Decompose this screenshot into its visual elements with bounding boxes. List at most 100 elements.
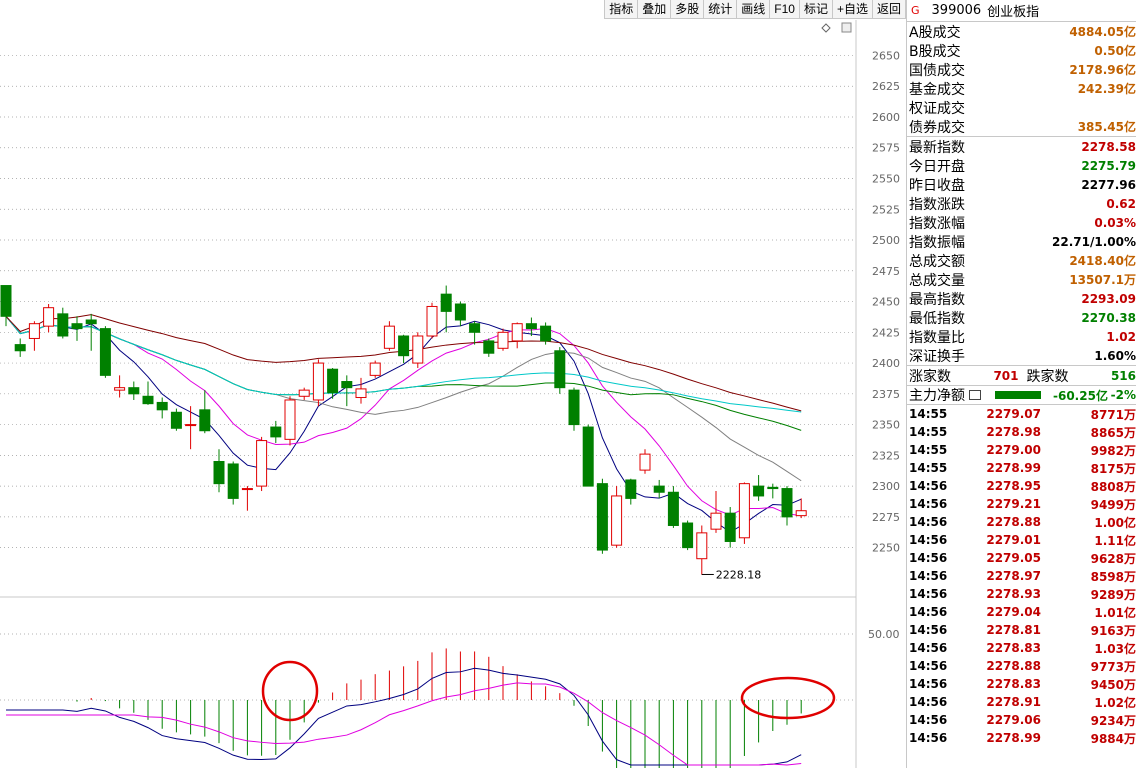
stat-row: 最新指数 2278.58	[907, 137, 1136, 156]
stat-label: 债券成交	[909, 119, 965, 136]
stat-label: 最低指数	[909, 310, 965, 327]
tick-price: 2279.07	[986, 407, 1041, 421]
candle-body	[199, 409, 211, 432]
tick-list[interactable]: 14:55 2279.07 8771万 14:55 2278.98 8865万 14:55 2…	[907, 405, 1136, 747]
tick-price: 2278.99	[986, 731, 1041, 745]
tick-row: 14:56 2279.06 9234万	[907, 711, 1136, 729]
tick-price: 2279.04	[986, 605, 1041, 619]
stat-row: 指数涨幅 0.03%	[907, 213, 1136, 232]
stat-row: 总成交额 2418.40亿	[907, 251, 1136, 270]
toolbar-button-2[interactable]: 多股	[671, 0, 705, 18]
toolbar-button-1[interactable]: 叠加	[638, 0, 672, 18]
main-net-flow-pct: -2%	[1110, 388, 1136, 402]
toolbar-button-7[interactable]: +自选	[833, 0, 873, 18]
tick-row: 14:56 2279.05 9628万	[907, 549, 1136, 567]
stat-row: 债券成交 385.45亿	[907, 117, 1136, 136]
tick-volume: 1.01亿	[1094, 605, 1136, 620]
candle-body	[71, 323, 83, 330]
stat-label: 指数量比	[909, 329, 965, 346]
tick-row: 14:56 2278.95 8808万	[907, 477, 1136, 495]
index-code: 399006	[931, 3, 982, 18]
y-tick-label: 2350	[872, 419, 900, 432]
toolbar-button-8[interactable]: 返回	[873, 0, 906, 18]
candle-body	[185, 424, 197, 427]
menu-icon[interactable]	[969, 390, 981, 400]
candle-body	[114, 387, 126, 391]
toolbar-button-3[interactable]: 统计	[704, 0, 738, 18]
tick-row: 14:55 2278.98 8865万	[907, 423, 1136, 441]
dif-line	[6, 667, 802, 766]
candle-body	[440, 293, 452, 312]
candle-body	[170, 411, 182, 429]
turnover-section: A股成交 4884.05亿 B股成交 0.50亿 国债成交 2178.96亿 基金成交 242…	[907, 22, 1136, 136]
y-tick-label: 2300	[872, 480, 900, 493]
quote-section: 最新指数 2278.58 今日开盘 2275.79 昨日收盘 2277.96 指数涨跌 0.6…	[907, 136, 1136, 365]
stat-row: 指数涨跌 0.62	[907, 194, 1136, 213]
tick-volume: 9450万	[1090, 677, 1136, 692]
tick-time: 14:55	[909, 407, 948, 421]
kline-chart-area[interactable]: 2650 2625 2600 2575 2550 2525 2500 2475 2450 2425…	[0, 0, 906, 768]
toolbar-button-6[interactable]: 标记	[800, 0, 833, 18]
stat-value: 0.03%	[1094, 215, 1136, 230]
candle-body	[639, 453, 651, 471]
candle-body	[454, 303, 466, 321]
tick-volume: 1.02亿	[1094, 695, 1136, 710]
candle-body	[142, 395, 154, 405]
highlight-ellipse	[740, 676, 836, 720]
candle-body	[270, 426, 282, 438]
tick-row: 14:55 2279.07 8771万	[907, 405, 1136, 423]
stat-value: 385.45亿	[1077, 120, 1136, 134]
candle-body	[625, 479, 637, 499]
y-tick-label: 2250	[872, 542, 900, 555]
candle-body	[43, 307, 55, 327]
tick-time: 14:56	[909, 551, 948, 565]
toolbar-button-4[interactable]: 画线	[737, 0, 771, 18]
tick-volume: 9163万	[1090, 623, 1136, 638]
stat-label: 总成交量	[909, 272, 965, 289]
toolbar-button-5[interactable]: F10	[770, 0, 800, 18]
tick-time: 14:56	[909, 533, 948, 547]
kline-chart[interactable]: 2650 2625 2600 2575 2550 2525 2500 2475 2450 2425…	[0, 0, 906, 768]
y-tick-label: 2475	[872, 265, 900, 278]
tick-row: 14:56 2278.83 9450万	[907, 675, 1136, 693]
stat-value: 2277.96	[1081, 177, 1136, 192]
index-name: 创业板指	[987, 5, 1040, 20]
y-tick-label: 2625	[872, 80, 900, 93]
tick-price: 2278.83	[986, 641, 1041, 655]
toolbar-button-0[interactable]: 指标	[605, 0, 639, 18]
stat-row: 昨日收盘 2277.96	[907, 175, 1136, 194]
chart-toolbar: 指标 叠加 多股 统计 画线 F10 标记 +自选 返回	[604, 0, 906, 19]
stat-label: B股成交	[909, 43, 961, 60]
stat-row: 国债成交 2178.96亿	[907, 60, 1136, 79]
stat-label: 今日开盘	[909, 158, 965, 175]
candle-body	[469, 323, 481, 333]
up-count-label: 涨家数	[909, 368, 951, 385]
candle-body	[14, 344, 26, 352]
candle-body	[213, 460, 225, 485]
quote-panel: G 399006 创业板指 A股成交 4884.05亿 B股成交 0.50亿 国债成交 2…	[906, 0, 1136, 768]
highlight-circle	[261, 660, 319, 722]
up-count: 701	[993, 368, 1019, 383]
tick-time: 14:56	[909, 587, 948, 601]
stat-label: 总成交额	[909, 253, 965, 270]
tick-row: 14:56 2278.81 9163万	[907, 621, 1136, 639]
tick-time: 14:55	[909, 425, 948, 439]
candle-body	[682, 522, 694, 549]
tick-row: 14:56 2279.01 1.11亿	[907, 531, 1136, 549]
tick-price: 2278.97	[986, 569, 1041, 583]
y-tick-label: 2275	[872, 511, 900, 524]
index-header: G 399006 创业板指	[907, 0, 1136, 22]
candle-body	[327, 368, 339, 394]
candle-body	[767, 486, 779, 490]
tick-volume: 8175万	[1090, 461, 1136, 476]
stat-value: 4884.05亿	[1069, 25, 1136, 39]
stat-row: 指数量比 1.02	[907, 327, 1136, 346]
candle-body	[412, 335, 424, 364]
candle-body	[298, 389, 310, 397]
candle-body	[156, 401, 168, 411]
tick-price: 2279.01	[986, 533, 1041, 547]
y-tick-label: 2500	[872, 234, 900, 247]
stat-value: 242.39亿	[1077, 82, 1136, 96]
main-net-flow-label: 主力净额	[909, 388, 965, 404]
tick-price: 2279.00	[986, 443, 1041, 457]
